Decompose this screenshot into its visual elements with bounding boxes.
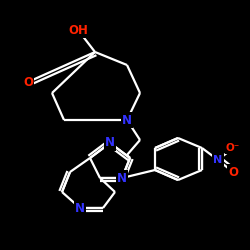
Text: N: N xyxy=(214,155,223,165)
Text: N: N xyxy=(122,114,132,126)
Text: N: N xyxy=(117,172,127,184)
Text: OH: OH xyxy=(68,24,88,36)
Text: N: N xyxy=(105,136,115,149)
Text: O: O xyxy=(228,166,238,178)
Text: O: O xyxy=(23,76,33,88)
Text: N: N xyxy=(75,202,85,214)
Text: O⁻: O⁻ xyxy=(226,143,240,153)
